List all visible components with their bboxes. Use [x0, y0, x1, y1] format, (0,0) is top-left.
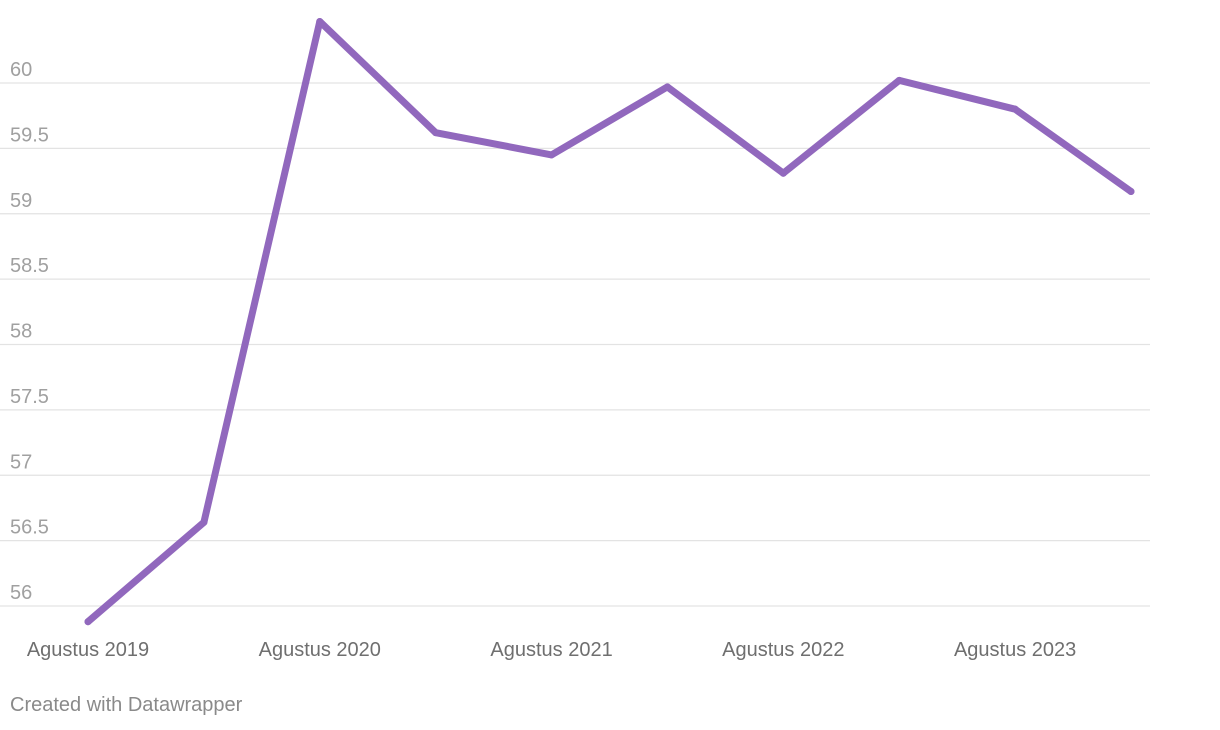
series-line	[84, 18, 1135, 626]
x-axis-ticks: Agustus 2019 Agustus 2020 Agustus 2021 Agus…	[27, 639, 1076, 661]
y-tick-label: 60	[10, 59, 32, 81]
x-tick-label: Agustus 2019	[27, 639, 149, 661]
y-tick-label: 56.5	[10, 517, 49, 539]
data-point	[200, 518, 208, 526]
gridlines	[0, 82, 1150, 607]
data-point	[1127, 188, 1135, 196]
data-point	[779, 169, 787, 177]
x-tick-label: Agustus 2023	[954, 639, 1076, 661]
y-tick-label: 56	[10, 582, 32, 604]
y-tick-label: 58.5	[10, 255, 49, 277]
datawrapper-credit[interactable]: Created with Datawrapper	[10, 694, 243, 716]
x-tick-label: Agustus 2021	[490, 639, 612, 661]
y-tick-label: 59	[10, 190, 32, 212]
data-point	[432, 129, 440, 137]
data-point	[548, 151, 556, 159]
data-point	[663, 83, 671, 91]
y-tick-label: 58	[10, 321, 32, 343]
x-tick-label: Agustus 2022	[722, 639, 844, 661]
y-tick-label: 57.5	[10, 386, 49, 408]
y-tick-label: 57	[10, 451, 32, 473]
data-point	[316, 18, 324, 26]
chart-area: 56 56.5 57 57.5 58 58.5 59 59.5 60 Agustus 2019 A…	[0, 18, 1150, 661]
series-lines	[84, 18, 1135, 626]
y-tick-label: 59.5	[10, 124, 49, 146]
y-axis-ticks: 56 56.5 57 57.5 58 58.5 59 59.5 60	[10, 59, 49, 604]
data-point	[1011, 105, 1019, 113]
data-point	[895, 76, 903, 84]
data-point	[84, 618, 92, 626]
x-tick-label: Agustus 2020	[259, 639, 381, 661]
